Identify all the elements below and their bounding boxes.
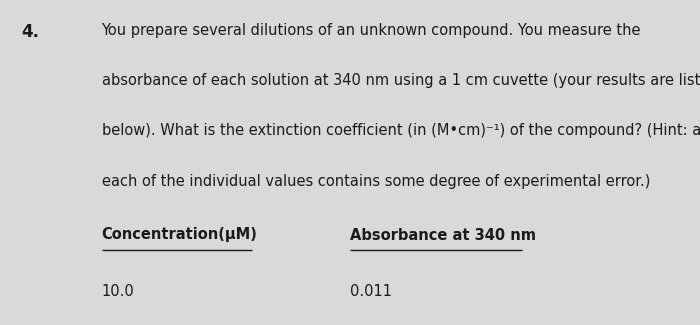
- Text: 0.011: 0.011: [350, 284, 392, 299]
- Text: Absorbance at 340 nm: Absorbance at 340 nm: [350, 227, 536, 242]
- Text: 10.0: 10.0: [102, 284, 134, 299]
- Text: each of the individual values contains some degree of experimental error.): each of the individual values contains s…: [102, 174, 650, 189]
- Text: You prepare several dilutions of an unknown compound. You measure the: You prepare several dilutions of an unkn…: [102, 23, 641, 38]
- Text: Concentration(μM): Concentration(μM): [102, 227, 258, 242]
- Text: 4.: 4.: [21, 23, 39, 41]
- Text: absorbance of each solution at 340 nm using a 1 cm cuvette (your results are lis: absorbance of each solution at 340 nm us…: [102, 73, 700, 88]
- Text: below). What is the extinction coefficient (in (M•cm)⁻¹) of the compound? (Hint:: below). What is the extinction coefficie…: [102, 124, 700, 138]
